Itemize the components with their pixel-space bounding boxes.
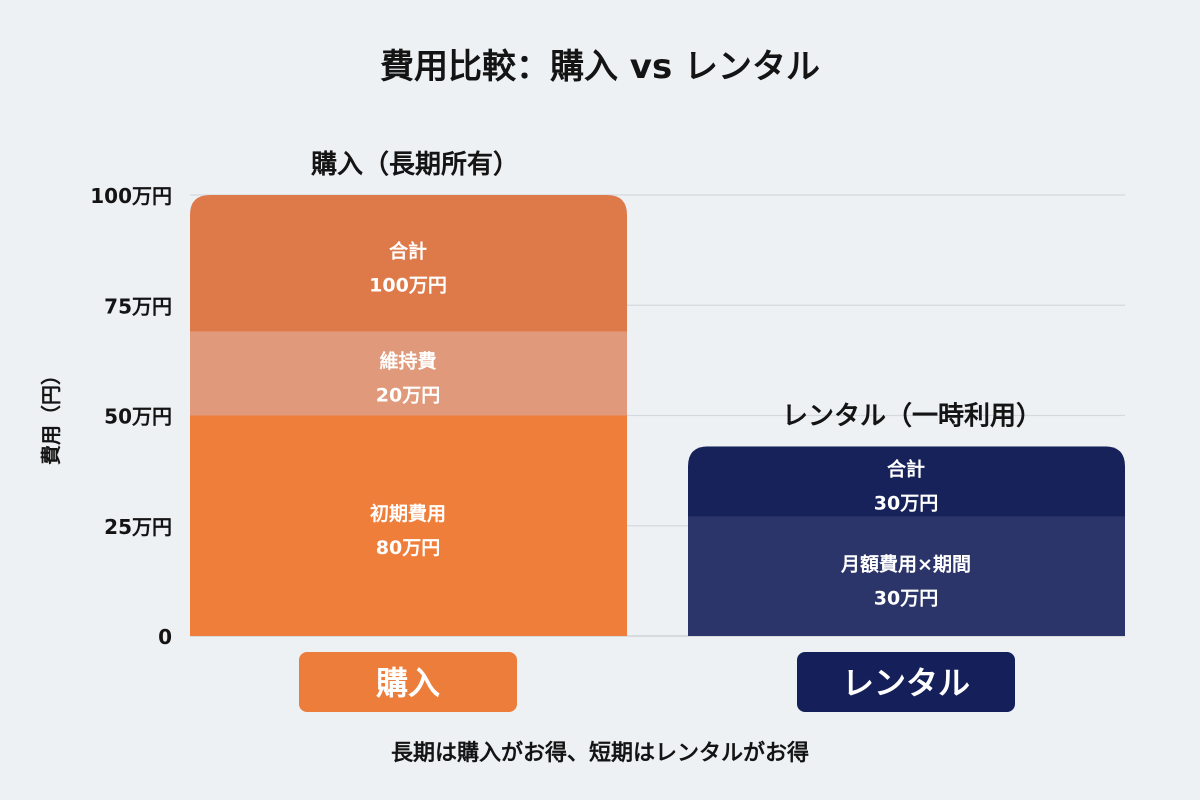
segment-value-label: 80万円 bbox=[376, 537, 440, 559]
y-tick-label: 75万円 bbox=[104, 294, 172, 318]
category-labels: 購入 レンタル bbox=[299, 652, 1015, 712]
segment-name-label: 合計 bbox=[389, 239, 427, 262]
chart-title: 費用比較：購入 vs レンタル bbox=[380, 47, 820, 87]
category-pill-bg bbox=[797, 652, 1015, 712]
y-tick-label: 50万円 bbox=[104, 405, 172, 429]
segment-value-label: 30万円 bbox=[874, 587, 938, 609]
category-label: 購入 bbox=[376, 664, 440, 702]
bar-rental: 月額費用×期間 30万円 合計 30万円 レンタル（一時利用） bbox=[688, 401, 1125, 636]
y-axis-label: 費用（円） bbox=[39, 365, 63, 465]
y-axis-ticks: 0 25万円 50万円 75万円 100万円 bbox=[90, 184, 172, 649]
bar-segment bbox=[190, 415, 627, 636]
segment-name-label: 維持費 bbox=[379, 350, 436, 373]
bar-header-label: レンタル（一時利用） bbox=[782, 401, 1042, 431]
y-tick-label: 0 bbox=[158, 625, 172, 649]
category-pill: 購入 bbox=[299, 652, 517, 712]
segment-value-label: 100万円 bbox=[369, 274, 447, 296]
bar-purchase: 初期費用 80万円 維持費 20万円 合計 100万円 購入（長期所有） bbox=[190, 150, 627, 636]
bar-segment bbox=[688, 516, 1125, 636]
segment-name-label: 初期費用 bbox=[370, 502, 446, 525]
segment-name-label: 合計 bbox=[887, 458, 925, 481]
segment-value-label: 30万円 bbox=[874, 493, 938, 515]
bar-segment bbox=[190, 331, 627, 416]
footer-note: 長期は購入がお得、短期はレンタルがお得 bbox=[391, 740, 809, 766]
segment-value-label: 20万円 bbox=[376, 385, 440, 407]
y-tick-label: 100万円 bbox=[90, 184, 172, 208]
category-pill-bg bbox=[299, 652, 517, 712]
category-label: レンタル bbox=[842, 664, 970, 702]
segment-name-label: 月額費用×期間 bbox=[840, 552, 971, 575]
bar-header-label: 購入（長期所有） bbox=[311, 150, 519, 180]
y-tick-label: 25万円 bbox=[104, 515, 172, 539]
bars: 初期費用80万円維持費20万円合計100万円購入（長期所有）月額費用×期間30万… bbox=[190, 150, 1125, 636]
bar-segment bbox=[190, 195, 627, 332]
bar-segment bbox=[688, 446, 1125, 517]
category-pill: レンタル bbox=[797, 652, 1015, 712]
